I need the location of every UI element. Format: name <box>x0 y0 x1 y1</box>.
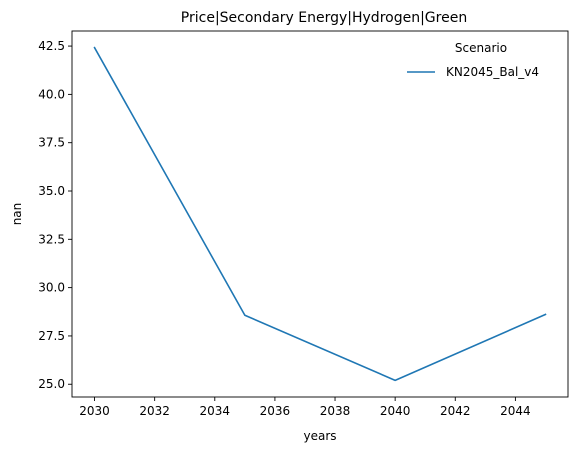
y-tick-label: 32.5 <box>38 232 65 246</box>
y-tick-label: 30.0 <box>38 281 65 295</box>
legend-entry-label: KN2045_Bal_v4 <box>446 65 539 79</box>
x-tick-label: 2036 <box>260 404 291 418</box>
plot-area <box>71 30 569 398</box>
legend-title: Scenario <box>455 41 507 55</box>
series-line-0 <box>93 46 547 382</box>
series-layer <box>93 46 547 382</box>
x-tick-label: 2038 <box>320 404 351 418</box>
y-tick-label: 42.5 <box>38 39 65 53</box>
y-tick-label: 25.0 <box>38 377 65 391</box>
y-tick-label: 27.5 <box>38 329 65 343</box>
y-tick-label: 37.5 <box>38 136 65 150</box>
y-tick-label: 40.0 <box>38 87 65 101</box>
x-tick-label: 2030 <box>79 404 110 418</box>
x-tick-label: 2042 <box>440 404 471 418</box>
legend-entries: KN2045_Bal_v4 <box>407 65 539 79</box>
x-tick-label: 2044 <box>500 404 531 418</box>
chart-title: Price|Secondary Energy|Hydrogen|Green <box>181 10 467 26</box>
y-axis-ticks: 25.0 27.5 30.0 32.5 35.0 37.5 40.0 42.5 <box>38 39 72 391</box>
x-tick-label: 2040 <box>380 404 411 418</box>
x-tick-label: 2032 <box>139 404 170 418</box>
axes-frame <box>71 30 569 398</box>
y-axis-label: nan <box>10 203 24 226</box>
y-tick-label: 35.0 <box>38 184 65 198</box>
legend: Scenario KN2045_Bal_v4 <box>407 41 539 79</box>
x-tick-label: 2034 <box>200 404 231 418</box>
x-axis-label: years <box>303 429 336 443</box>
x-axis-ticks: 2030 2032 2034 2036 2038 2040 2042 2044 <box>79 397 531 418</box>
